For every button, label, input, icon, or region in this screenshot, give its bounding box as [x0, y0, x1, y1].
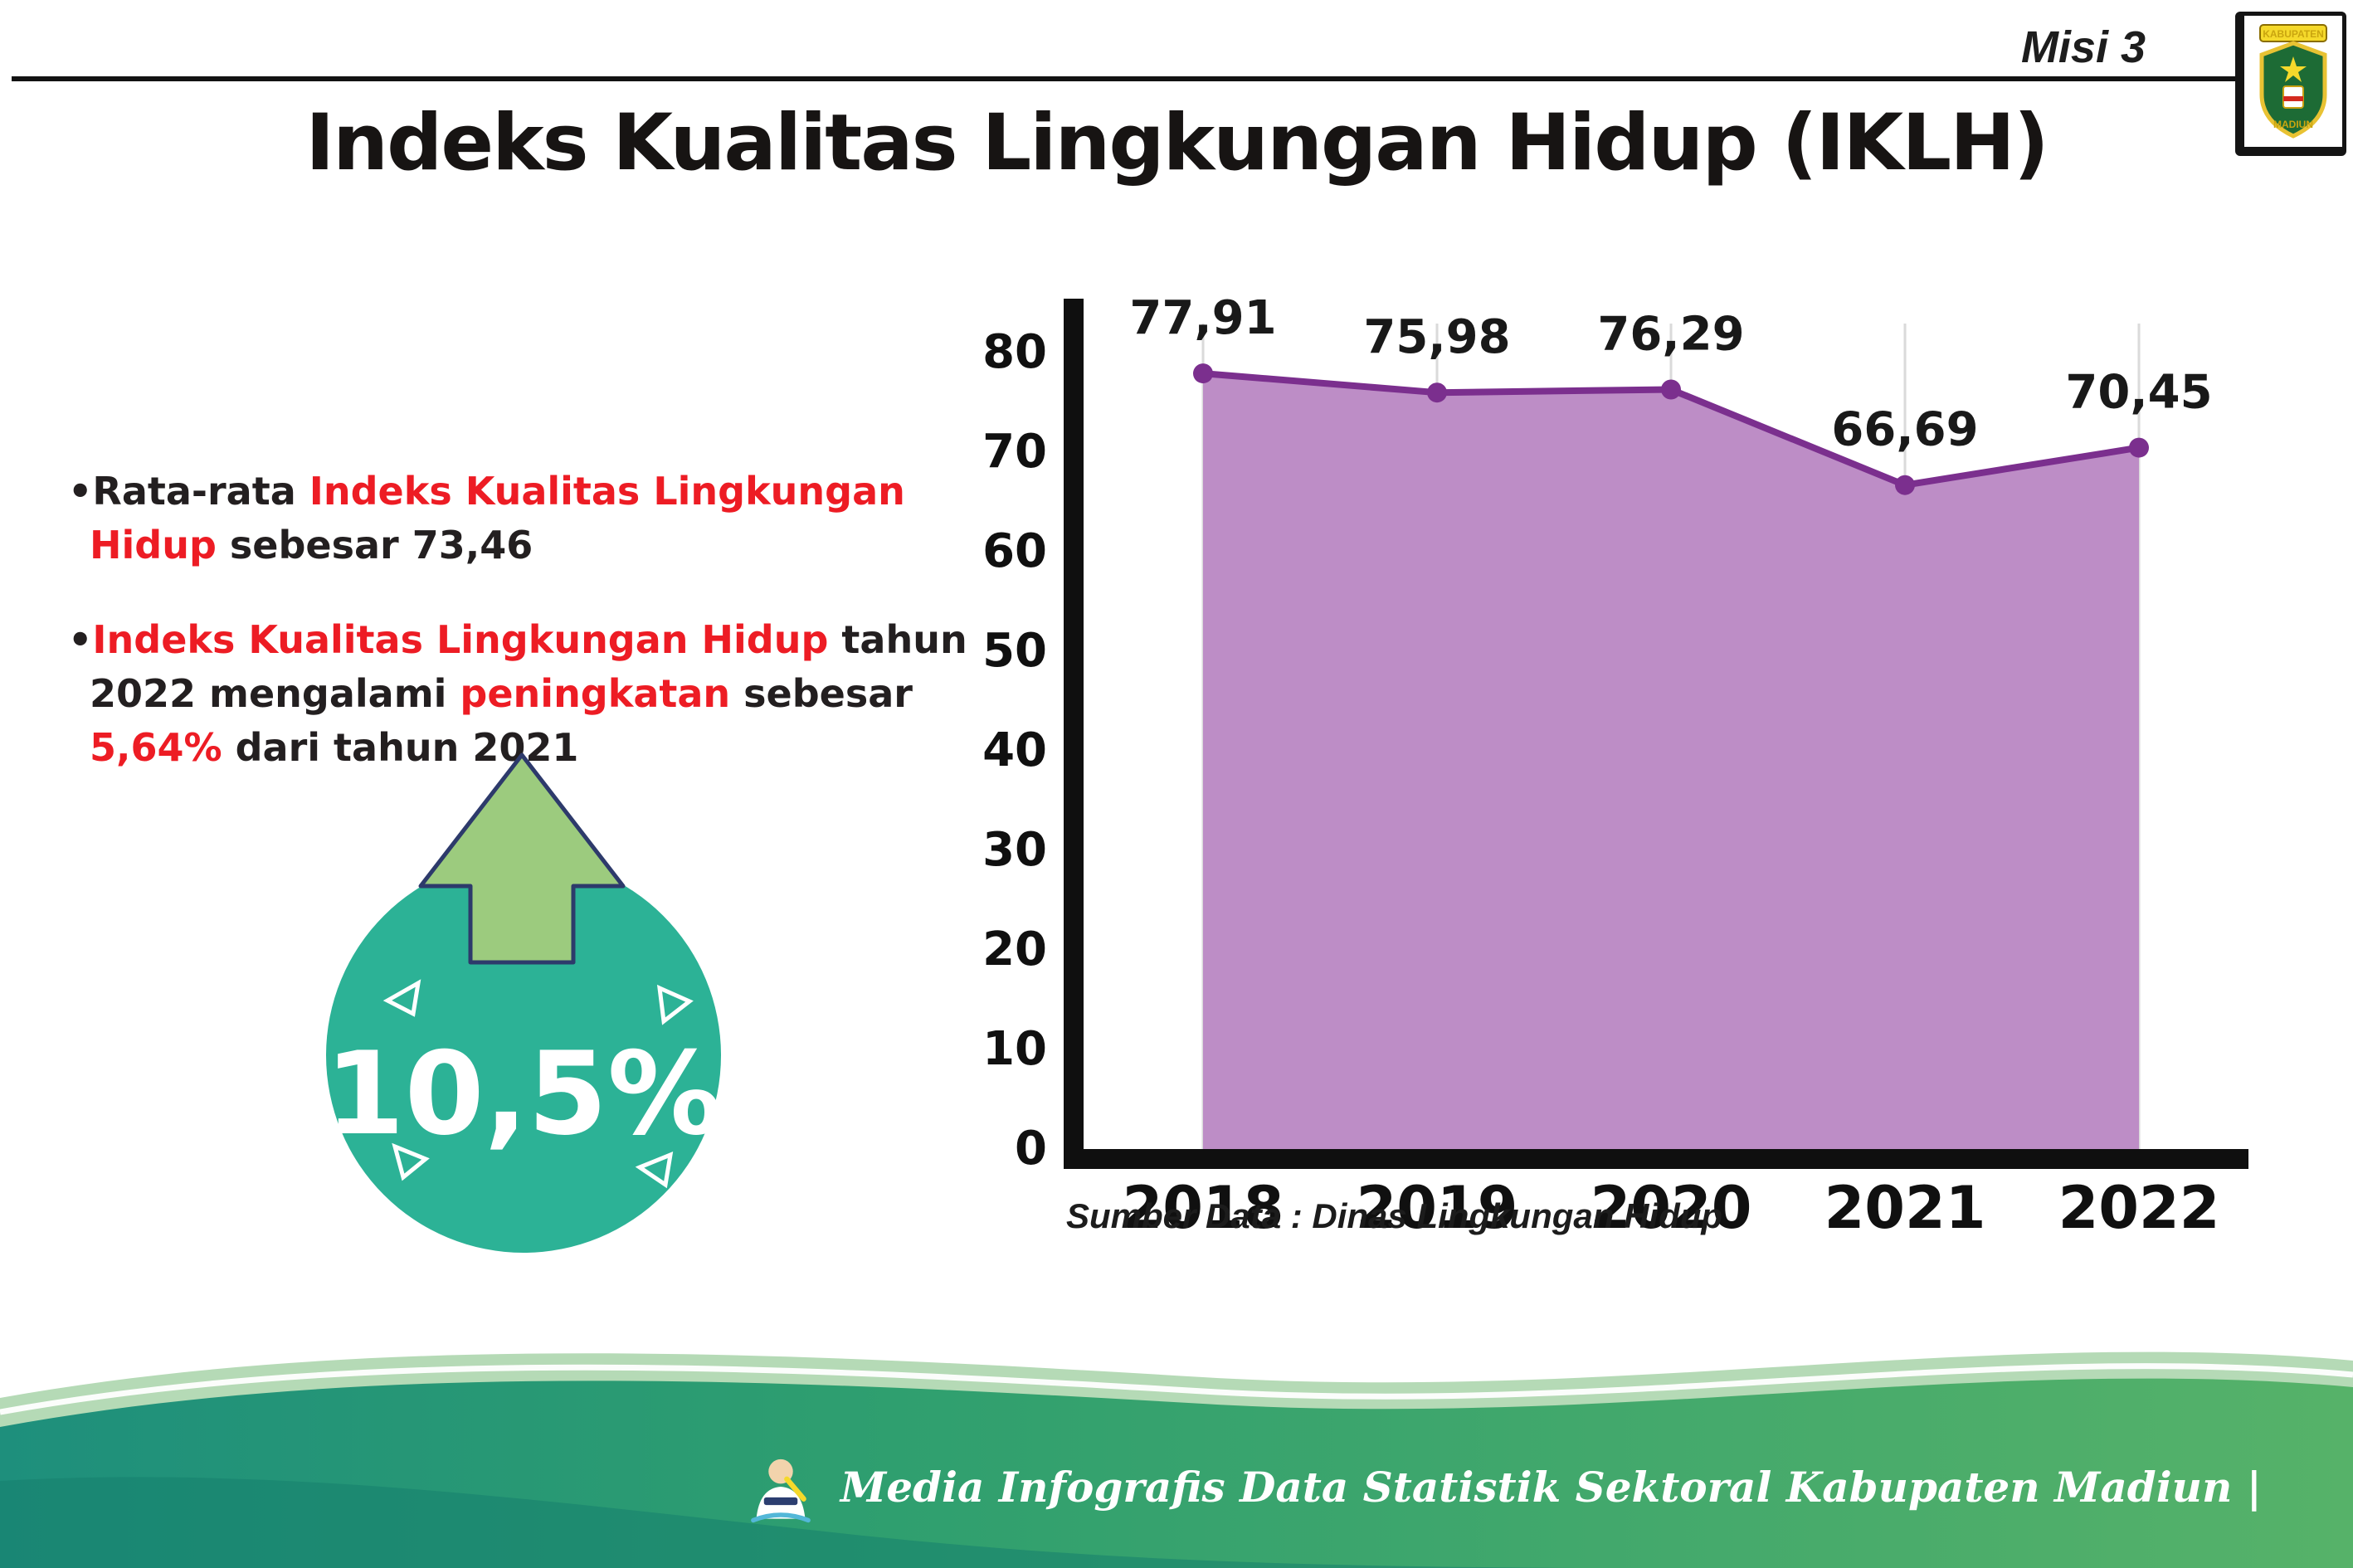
- y-tick-label: 0: [1015, 1122, 1047, 1176]
- data-label: 66,69: [1831, 403, 1978, 457]
- y-axis: [1064, 299, 1084, 1169]
- data-label: 77,91: [1129, 291, 1276, 345]
- badge-circle: [326, 858, 721, 1253]
- logo-madiun-text: MADIUN: [2273, 119, 2313, 130]
- y-tick-label: 30: [982, 823, 1047, 877]
- kabupaten-madiun-logo: KABUPATEN MADIUN: [2235, 12, 2346, 156]
- bullet-1-text: Rata-rata Indeks Kualitas Lingkungan Hid…: [90, 469, 905, 568]
- bullet-2-text: Indeks Kualitas Lingkungan Hidup tahun 2…: [90, 616, 967, 771]
- y-tick-label: 10: [982, 1022, 1047, 1076]
- data-point: [1427, 382, 1447, 403]
- y-tick-label: 40: [982, 723, 1047, 777]
- x-tick-label: 2020: [1591, 1174, 1752, 1242]
- header-rule: [12, 76, 2245, 81]
- y-tick-label: 50: [982, 624, 1047, 678]
- chart-area-fill: [1203, 373, 2139, 1150]
- footer-mascot-icon: [750, 1458, 811, 1523]
- x-tick-label: 2018: [1123, 1174, 1284, 1242]
- y-tick-label: 60: [982, 524, 1047, 578]
- x-tick-label: 2022: [2058, 1174, 2220, 1242]
- misi-label: Misi 3: [2020, 22, 2146, 72]
- bullet-marker: •: [68, 469, 93, 514]
- iklh-area-chart: 77,91 75,98 76,29 66,69 70,45 0 10 20 30 40 50 60 70…: [982, 291, 2248, 1242]
- crest-icon: KABUPATEN MADIUN: [2259, 24, 2327, 139]
- data-label: 76,29: [1597, 308, 1744, 362]
- x-tick-label: 2019: [1357, 1174, 1518, 1242]
- data-label: 70,45: [2065, 366, 2212, 420]
- increase-badge-graphic: 10,5%: [325, 752, 723, 1253]
- page-title: Indeks Kualitas Lingkungan Hidup (IKLH): [305, 98, 2049, 188]
- increase-badge: 10,5%: [309, 737, 743, 1274]
- x-axis: [1064, 1149, 2248, 1169]
- footer-text: Media Infografis Data Statistik Sektoral…: [840, 1462, 2262, 1512]
- y-tick-label: 20: [982, 923, 1047, 976]
- y-tick-label: 70: [982, 425, 1047, 479]
- iklh-chart: 77,91 75,98 76,29 66,69 70,45 0 10 20 30 40 50 60 70…: [954, 274, 2298, 1311]
- data-label: 75,98: [1363, 310, 1510, 364]
- summary-bullets: •Rata-rata Indeks Kualitas Lingkungan Hi…: [68, 465, 989, 816]
- data-point: [1193, 363, 1213, 384]
- data-point: [1895, 475, 1915, 495]
- bullet-average-iklh: •Rata-rata Indeks Kualitas Lingkungan Hi…: [68, 465, 989, 573]
- x-tick-label: 2021: [1824, 1174, 1986, 1242]
- badge-value: 10,5%: [325, 1027, 723, 1161]
- footer-wave: [0, 1351, 2353, 1568]
- data-source-note: Sumber Data : Dinas Lingkungan Hidup: [1066, 1196, 1723, 1235]
- up-arrow-icon: [418, 752, 626, 965]
- bullet-increase-2022: •Indeks Kualitas Lingkungan Hidup tahun …: [68, 613, 989, 776]
- logo-kabupaten-text: KABUPATEN: [2263, 28, 2324, 40]
- y-tick-label: 80: [982, 325, 1047, 379]
- footer-credit: Media Infografis Data Statistik Sektoral…: [743, 1449, 2262, 1525]
- data-point: [1661, 379, 1681, 400]
- data-point: [2129, 437, 2149, 458]
- bullet-marker: •: [68, 616, 93, 662]
